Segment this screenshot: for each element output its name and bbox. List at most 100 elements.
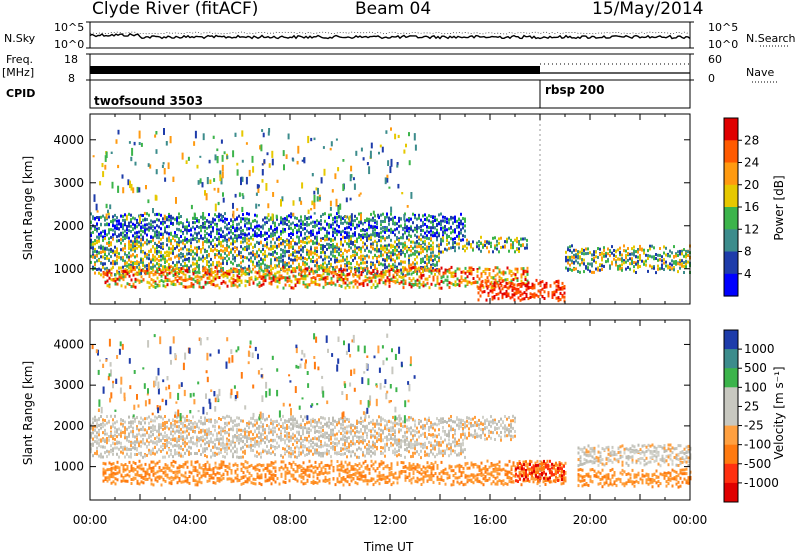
power-pixel: [300, 222, 302, 226]
power-pixel: [184, 262, 186, 265]
power-pixel: [390, 245, 392, 249]
power-pixel: [234, 259, 236, 263]
power-pixel: [246, 217, 248, 221]
power-pixel: [164, 226, 166, 230]
power-echo: [381, 146, 384, 153]
power-echo: [349, 197, 352, 201]
power-echo: [301, 159, 304, 162]
power-pixel: [306, 229, 308, 233]
power-pixel: [212, 249, 214, 253]
power-pixel: [332, 247, 334, 251]
power-pixel: [248, 212, 250, 216]
power-pixel: [120, 237, 122, 241]
power-pixel: [679, 249, 681, 253]
power-pixel: [268, 272, 271, 276]
power-echo: [127, 179, 130, 186]
power-pixel: [232, 269, 234, 273]
power-pixel: [629, 252, 631, 256]
power-echo: [281, 196, 284, 202]
power-pixel: [506, 278, 509, 281]
power-pixel: [406, 270, 409, 274]
power-pixel: [220, 248, 222, 252]
power-pixel: [308, 272, 311, 276]
power-echo: [197, 180, 200, 185]
velocity-pixel: [90, 423, 92, 427]
power-pixel: [92, 215, 94, 219]
velocity-pixel: [192, 415, 194, 419]
power-pixel: [448, 241, 450, 245]
velocity-pixel: [104, 428, 106, 432]
power-pixel: [304, 285, 307, 289]
power-pixel: [132, 227, 134, 231]
velocity-pixel: [256, 421, 258, 425]
power-pixel: [386, 226, 388, 230]
power-pixel: [302, 281, 305, 284]
power-pixel: [300, 244, 302, 248]
power-pixel: [252, 233, 254, 237]
power-pixel: [356, 252, 358, 256]
power-pixel: [270, 234, 272, 238]
power-pixel: [332, 238, 334, 242]
power-pixel: [324, 227, 326, 231]
power-pixel: [158, 266, 160, 270]
power-pixel: [430, 263, 432, 267]
power-pixel: [134, 279, 137, 283]
power-pixel: [90, 246, 92, 250]
power-pixel: [432, 245, 434, 249]
power-pixel: [196, 246, 198, 250]
power-pixel: [108, 276, 111, 280]
power-pixel: [294, 224, 296, 227]
power-pixel: [533, 295, 536, 299]
power-pixel: [192, 277, 195, 281]
power-pixel: [384, 272, 387, 276]
power-echo: [313, 190, 316, 195]
power-echo: [101, 163, 104, 168]
power-pixel: [324, 269, 327, 273]
power-pixel: [308, 253, 310, 257]
power-pixel: [561, 285, 564, 289]
power-pixel: [108, 237, 110, 241]
power-pixel: [683, 261, 685, 265]
power-pixel: [280, 219, 282, 223]
power-pixel: [410, 282, 413, 286]
power-pixel: [288, 224, 290, 228]
velocity-pixel: [172, 427, 174, 431]
power-pixel: [494, 236, 496, 240]
power-pixel: [282, 276, 285, 280]
power-pixel: [276, 230, 278, 234]
velocity-pixel: [336, 437, 338, 441]
power-pixel: [254, 257, 256, 261]
power-pixel: [154, 234, 156, 238]
power-pixel: [466, 246, 468, 250]
power-pixel: [310, 233, 312, 237]
velocity-pixel: [304, 423, 306, 426]
power-pixel: [338, 269, 340, 273]
power-pixel: [426, 245, 428, 249]
power-pixel: [380, 251, 382, 255]
power-pixel: [286, 223, 288, 226]
power-pixel: [388, 222, 390, 226]
power-pixel: [130, 243, 132, 247]
power-pixel: [629, 257, 631, 261]
power-pixel: [146, 256, 148, 260]
power-pixel: [218, 251, 220, 255]
power-echo: [236, 162, 239, 166]
power-pixel: [122, 231, 124, 235]
velocity-pixel: [204, 429, 206, 433]
power-pixel: [260, 250, 262, 254]
power-pixel: [400, 271, 403, 275]
power-pixel: [522, 237, 524, 241]
power-pixel: [120, 225, 122, 229]
power-pixel: [246, 227, 248, 231]
power-pixel: [685, 249, 687, 253]
power-pixel: [96, 259, 98, 263]
power-pixel: [687, 250, 689, 254]
velocity-pixel: [310, 418, 312, 422]
power-pixel: [422, 284, 425, 288]
power-colorbar-tick-label: 20: [744, 178, 759, 192]
power-pixel: [298, 228, 300, 232]
power-echo: [234, 193, 237, 198]
power-pixel: [651, 244, 653, 248]
power-pixel: [410, 240, 412, 244]
power-pixel: [605, 254, 607, 258]
